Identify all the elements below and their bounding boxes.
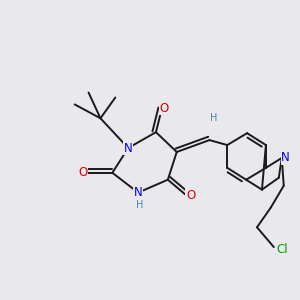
Text: N: N xyxy=(134,186,142,199)
Text: O: O xyxy=(159,102,169,115)
Text: H: H xyxy=(136,200,144,211)
Text: O: O xyxy=(78,166,87,179)
Text: Cl: Cl xyxy=(276,243,288,256)
Text: N: N xyxy=(124,142,133,154)
Text: H: H xyxy=(210,113,217,123)
Text: O: O xyxy=(186,189,195,202)
Text: N: N xyxy=(281,152,290,164)
